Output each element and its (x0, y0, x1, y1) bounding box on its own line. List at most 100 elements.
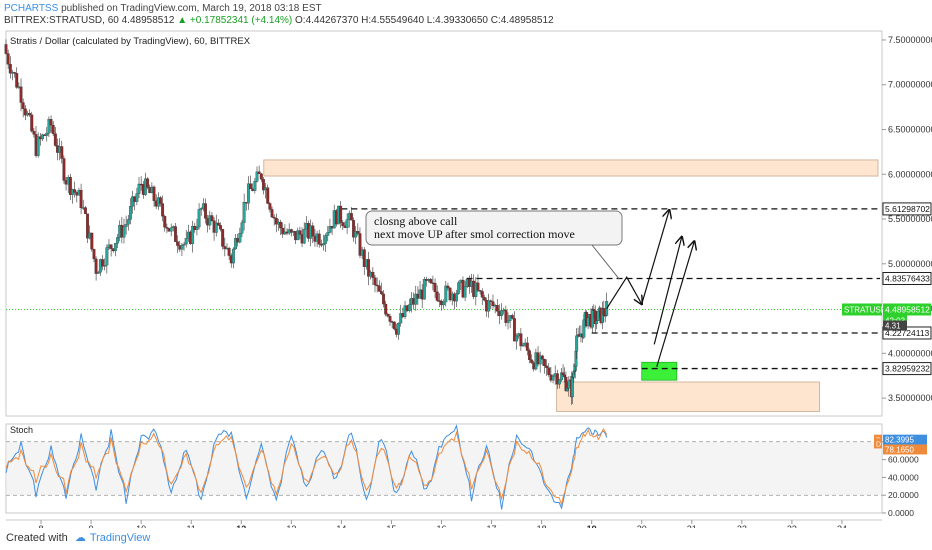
candle (551, 375, 555, 381)
published-text: published on TradingView.com, March 19, … (61, 3, 322, 14)
candle (268, 203, 272, 210)
candle (204, 203, 207, 219)
candle (558, 379, 561, 385)
y-tick-label: 6.50000000 (888, 124, 932, 134)
candle (567, 380, 571, 389)
candle (246, 183, 250, 204)
candle (504, 309, 508, 323)
stoch-y-label: 20.0000 (888, 490, 919, 500)
candle (116, 237, 120, 244)
x-tick-label: 17 (487, 524, 497, 528)
candle (388, 316, 392, 322)
candle (519, 333, 523, 347)
candle (570, 376, 574, 398)
stoch-y-label: 40.0000 (888, 472, 919, 482)
candle (180, 244, 184, 250)
stoch-d-label: 78.1650 (885, 445, 914, 454)
candle (101, 259, 104, 267)
candle (159, 197, 162, 204)
x-tick-label: 22 (737, 524, 747, 528)
candle (272, 216, 276, 219)
candle (214, 222, 218, 233)
candle (510, 315, 514, 319)
level-label: 4.22724113 (885, 328, 930, 338)
candle (422, 279, 426, 300)
candle (489, 300, 493, 302)
x-tick-label: 11 (187, 524, 196, 528)
candle (521, 345, 525, 347)
candle (36, 136, 40, 156)
candle (96, 272, 100, 274)
support-zone (556, 381, 820, 412)
candle (538, 355, 542, 365)
candle (45, 132, 49, 136)
candle (463, 286, 467, 298)
candle (32, 130, 36, 135)
x-tick-label: 15 (386, 524, 396, 528)
candle (281, 227, 285, 235)
candle (446, 285, 450, 289)
candle (47, 119, 51, 134)
candle (28, 113, 32, 115)
stoch-y-label: 0.0000 (888, 508, 914, 518)
projection-arrow (656, 241, 695, 367)
candle (135, 193, 139, 202)
candles (4, 39, 609, 405)
level-label: 4.83576433 (885, 273, 930, 283)
candle (83, 207, 87, 214)
candle (126, 219, 130, 225)
candle (219, 225, 222, 230)
candle (565, 387, 569, 391)
candle (377, 285, 381, 292)
candle (13, 72, 17, 74)
candle (349, 213, 353, 221)
candle (586, 317, 590, 327)
candle (255, 171, 259, 182)
candle (6, 53, 10, 65)
x-tick-label: 14 (336, 524, 346, 528)
candle (482, 297, 486, 301)
candle (174, 226, 177, 242)
candle (176, 241, 180, 246)
candle (298, 230, 302, 235)
candle (386, 314, 390, 317)
candle (595, 320, 599, 325)
y-tick-label: 6.00000000 (888, 169, 932, 179)
candle (270, 209, 274, 218)
candle (324, 235, 328, 244)
candle (596, 310, 600, 321)
candle (392, 321, 396, 330)
candle (575, 335, 579, 352)
chart-canvas[interactable]: 7.50000000 7.00000000 6.50000000 6.00000000… (0, 28, 932, 528)
candle (51, 124, 55, 134)
candle (506, 320, 510, 323)
candle (266, 187, 270, 204)
stoch-y-label: 60.0000 (888, 455, 919, 465)
candle (152, 186, 156, 201)
last-price-text: 4.48958512 (121, 15, 175, 26)
y-tick-label: 5.00000000 (888, 259, 932, 269)
last-price-box (883, 303, 931, 316)
candle (253, 181, 257, 191)
candle (582, 319, 586, 338)
symbol-tag (842, 303, 882, 316)
candle (457, 282, 461, 294)
candle (296, 230, 300, 241)
candle (317, 233, 321, 245)
candle (592, 308, 596, 311)
level-label: 5.61298702 (885, 204, 930, 214)
candle (216, 222, 220, 226)
candle (15, 73, 19, 88)
author-link[interactable]: PCHARTSS (4, 3, 59, 14)
candle (429, 279, 433, 283)
candle (375, 284, 379, 287)
chart-title: Stratis / Dollar (calculated by TradingV… (10, 36, 251, 47)
candle (433, 283, 437, 293)
candle (62, 158, 66, 181)
candle (238, 233, 242, 243)
candle (384, 303, 388, 315)
stoch-series-K (5, 424, 608, 510)
candle (397, 322, 401, 335)
callout-line-1: closng above call (374, 214, 458, 228)
candle (184, 238, 188, 245)
